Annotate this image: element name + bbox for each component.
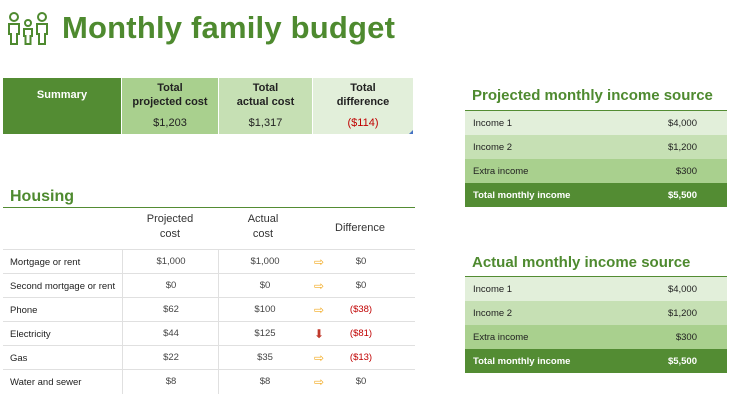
- table-row[interactable]: Water and sewer $8 $8 ⇨ $0: [3, 369, 415, 394]
- summary-difference-value: ($114): [347, 117, 379, 129]
- table-row[interactable]: Income 2 $1,200: [465, 301, 727, 325]
- summary-block: Summary Total projected cost $1,203 Total…: [3, 78, 413, 134]
- summary-actual-value: $1,317: [248, 117, 283, 129]
- row-label: Water and sewer: [10, 377, 82, 388]
- actual-income-title: Actual monthly income source: [472, 254, 691, 271]
- table-row[interactable]: Income 1 $4,000: [465, 111, 727, 135]
- income-total-amount: $5,500: [667, 356, 697, 367]
- arrow-right-icon: ⇨: [313, 255, 325, 269]
- table-row[interactable]: Extra income $300: [465, 325, 727, 349]
- difference-value: ($13): [349, 352, 373, 363]
- projected-income-divider: [465, 110, 727, 111]
- row-label: Phone: [10, 305, 38, 316]
- income-total-amount: $5,500: [667, 190, 697, 201]
- projected-value[interactable]: $44: [122, 322, 219, 346]
- actual-value[interactable]: $0: [218, 274, 311, 298]
- income-name: Income 2: [473, 308, 513, 319]
- col-header-projected: Projected cost: [146, 213, 194, 240]
- table-row[interactable]: Phone $62 $100 ⇨ ($38): [3, 297, 415, 322]
- arrow-right-icon: ⇨: [313, 375, 325, 389]
- income-amount: $4,000: [667, 284, 697, 295]
- actual-value[interactable]: $100: [218, 298, 311, 322]
- difference-value: ($81): [349, 328, 373, 339]
- projected-value[interactable]: $1,000: [122, 250, 219, 274]
- projected-value[interactable]: $8: [122, 370, 219, 394]
- income-name: Income 1: [473, 284, 513, 295]
- summary-projected-header: Total projected cost: [132, 82, 208, 108]
- row-label: Mortgage or rent: [10, 257, 81, 268]
- arrow-right-icon: ⇨: [313, 303, 325, 317]
- table-row[interactable]: Electricity $44 $125 ⬇ ($81): [3, 321, 415, 346]
- family-icon: [8, 12, 48, 45]
- difference-value: ($38): [349, 304, 373, 315]
- row-label: Second mortgage or rent: [10, 281, 116, 292]
- income-amount: $1,200: [667, 308, 697, 319]
- total-row[interactable]: Total monthly income $5,500: [465, 349, 727, 373]
- housing-divider: [3, 207, 415, 208]
- table-row[interactable]: Income 2 $1,200: [465, 135, 727, 159]
- summary-label: Summary: [36, 89, 88, 101]
- summary-difference-cell[interactable]: Total difference ($114): [313, 78, 413, 134]
- arrow-right-icon: ⇨: [313, 279, 325, 293]
- actual-value[interactable]: $35: [218, 346, 311, 370]
- income-name: Extra income: [473, 166, 529, 177]
- projected-income-title: Projected monthly income source: [472, 87, 713, 104]
- total-row[interactable]: Total monthly income $5,500: [465, 183, 727, 207]
- summary-projected-cell[interactable]: Total projected cost $1,203: [122, 78, 218, 134]
- table-row[interactable]: Income 1 $4,000: [465, 277, 727, 301]
- table-row[interactable]: Extra income $300: [465, 159, 727, 183]
- summary-projected-value: $1,203: [153, 117, 187, 129]
- cell-marker-icon: [409, 130, 413, 134]
- table-row[interactable]: Gas $22 $35 ⇨ ($13): [3, 345, 415, 370]
- projected-value[interactable]: $22: [122, 346, 219, 370]
- summary-label-cell[interactable]: Summary: [3, 78, 121, 134]
- summary-actual-header: Total actual cost: [236, 82, 295, 108]
- income-name: Income 2: [473, 142, 513, 153]
- income-amount: $4,000: [667, 118, 697, 129]
- income-name: Income 1: [473, 118, 513, 129]
- actual-value[interactable]: $1,000: [218, 250, 311, 274]
- actual-income-divider: [465, 276, 727, 277]
- actual-value[interactable]: $8: [218, 370, 311, 394]
- col-header-difference: Difference: [335, 222, 385, 234]
- table-row[interactable]: Mortgage or rent $1,000 $1,000 ⇨ $0: [3, 249, 415, 274]
- difference-value: $0: [355, 376, 367, 387]
- income-total-name: Total monthly income: [473, 190, 571, 201]
- income-amount: $300: [675, 166, 697, 177]
- actual-value[interactable]: $125: [218, 322, 311, 346]
- page-title: Monthly family budget: [62, 10, 396, 45]
- income-amount: $1,200: [667, 142, 697, 153]
- arrow-down-icon: ⬇: [313, 327, 325, 341]
- difference-value: $0: [355, 256, 367, 267]
- row-label: Gas: [10, 353, 28, 364]
- housing-heading: Housing: [10, 188, 74, 205]
- col-header-actual: Actual cost: [247, 213, 279, 240]
- income-total-name: Total monthly income: [473, 356, 571, 367]
- difference-value: $0: [355, 280, 367, 291]
- projected-value[interactable]: $0: [122, 274, 219, 298]
- arrow-right-icon: ⇨: [313, 351, 325, 365]
- table-row[interactable]: Second mortgage or rent $0 $0 ⇨ $0: [3, 273, 415, 298]
- income-amount: $300: [675, 332, 697, 343]
- income-name: Extra income: [473, 332, 529, 343]
- row-label: Electricity: [10, 329, 51, 340]
- summary-difference-header: Total difference: [336, 82, 390, 108]
- projected-value[interactable]: $62: [122, 298, 219, 322]
- summary-actual-cell[interactable]: Total actual cost $1,317: [219, 78, 312, 134]
